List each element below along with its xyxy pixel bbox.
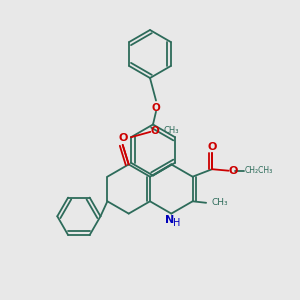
Text: O: O	[152, 103, 160, 113]
Text: CH₂CH₃: CH₂CH₃	[245, 166, 273, 175]
Text: CH₃: CH₃	[164, 126, 179, 135]
Text: H: H	[173, 218, 180, 228]
Text: CH₃: CH₃	[212, 198, 228, 207]
Text: O: O	[228, 166, 238, 176]
Text: O: O	[151, 126, 160, 136]
Text: O: O	[207, 142, 217, 152]
Text: N: N	[165, 215, 174, 225]
Text: O: O	[118, 133, 128, 143]
